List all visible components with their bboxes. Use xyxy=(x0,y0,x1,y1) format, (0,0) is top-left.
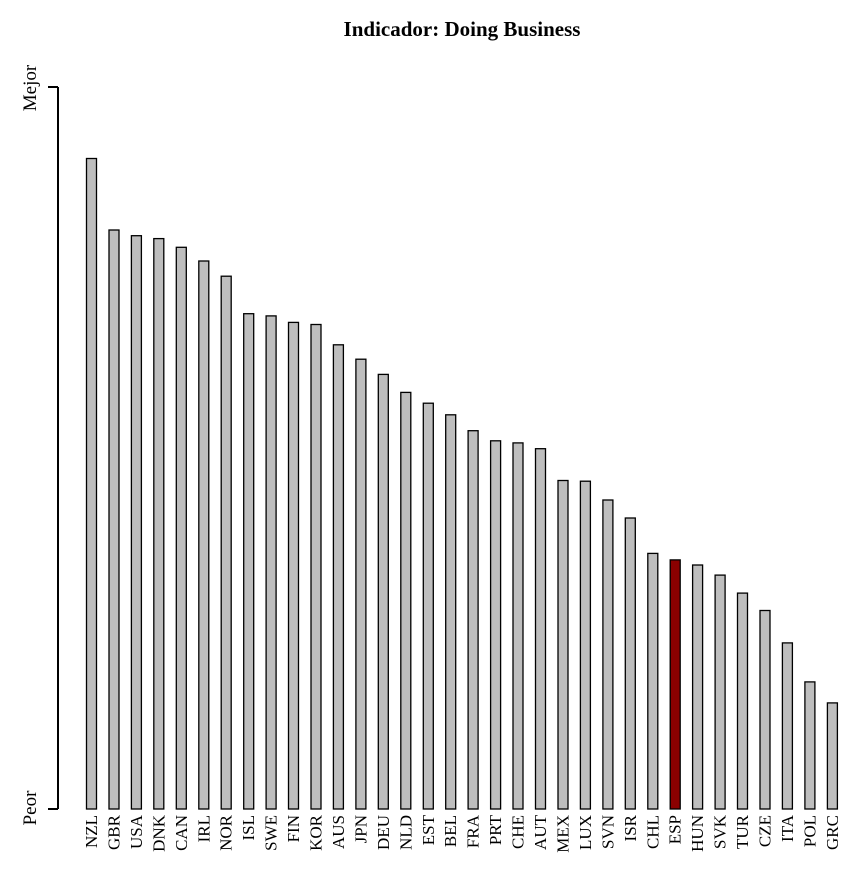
bar-usa xyxy=(130,235,143,810)
chart-title: Indicador: Doing Business xyxy=(344,17,581,41)
x-tick-label-cze: CZE xyxy=(756,815,775,847)
x-tick-label-fra: FRA xyxy=(464,814,483,848)
x-tick-label-lux: LUX xyxy=(576,815,595,850)
x-tick-label-bel: BEL xyxy=(441,815,460,847)
bar-prt xyxy=(489,440,502,810)
x-tick-label-che: CHE xyxy=(509,815,528,849)
bar-fra xyxy=(467,430,479,810)
x-tick-label-fin: FIN xyxy=(284,815,303,842)
bar-esp xyxy=(669,559,681,810)
bar-pol xyxy=(804,681,816,810)
x-tick-label-chl: CHL xyxy=(643,815,662,849)
bar-hun xyxy=(691,564,704,810)
x-tick-label-swe: SWE xyxy=(262,815,281,851)
x-tick-label-mex: MEX xyxy=(554,815,573,853)
bar-isl xyxy=(243,313,255,810)
x-tick-label-prt: PRT xyxy=(486,814,505,845)
x-tick-label-jpn: JPN xyxy=(351,815,370,843)
bar-kor xyxy=(310,323,322,810)
x-tick-label-usa: USA xyxy=(127,814,146,849)
x-tick-label-irl: IRL xyxy=(194,815,213,842)
x-tick-label-deu: DEU xyxy=(374,815,393,850)
bar-lux xyxy=(579,480,592,810)
bar-gbr xyxy=(108,229,120,810)
bars xyxy=(85,157,839,810)
bar-mex xyxy=(557,479,569,810)
bar-ita xyxy=(781,642,794,810)
bar-svn xyxy=(602,499,614,810)
x-tick-label-isr: ISR xyxy=(621,814,640,841)
x-tick-label-aut: AUT xyxy=(531,814,550,850)
bar-nor xyxy=(220,275,232,810)
bar-jpn xyxy=(355,358,367,810)
x-tick-label-kor: KOR xyxy=(307,814,326,851)
bar-bel xyxy=(445,414,457,810)
y-axis-bottom-label: Peor xyxy=(20,790,41,826)
bar-svk xyxy=(714,574,726,810)
bar-nzl xyxy=(85,157,98,810)
x-tick-label-aus: AUS xyxy=(329,815,348,849)
bar-chl xyxy=(647,552,659,810)
bar-che xyxy=(512,442,524,810)
bar-can xyxy=(175,246,187,810)
x-tick-label-est: EST xyxy=(419,814,438,845)
x-tick-labels: NZL GBR USA DNK CAN IRL NOR ISL SWE FIN KOR AUS JPN D… xyxy=(82,814,842,852)
x-tick-label-grc: GRC xyxy=(823,815,842,850)
x-tick-label-nor: NOR xyxy=(217,814,236,851)
bar-dnk xyxy=(153,237,165,810)
bar-est xyxy=(422,402,434,810)
bar-cze xyxy=(759,609,771,810)
x-tick-label-hun: HUN xyxy=(688,815,707,852)
x-tick-label-nzl: NZL xyxy=(82,815,101,848)
x-tick-label-ita: ITA xyxy=(778,814,797,842)
bar-deu xyxy=(377,373,389,810)
bar-fin xyxy=(287,321,300,810)
bar-tur xyxy=(736,592,749,810)
bar-aut xyxy=(534,448,547,810)
y-axis-top-label: Mejor xyxy=(20,64,41,111)
bar-nld xyxy=(400,391,412,810)
x-tick-label-isl: ISL xyxy=(239,815,258,841)
bar-grc xyxy=(826,702,839,810)
x-tick-label-dnk: DNK xyxy=(149,814,168,852)
bar-isr xyxy=(624,517,636,810)
x-tick-label-gbr: GBR xyxy=(105,814,124,850)
x-tick-label-esp: ESP xyxy=(666,815,685,844)
bar-swe xyxy=(265,315,277,810)
x-tick-label-svn: SVN xyxy=(598,815,617,849)
bar-irl xyxy=(198,260,210,810)
x-tick-label-pol: POL xyxy=(800,815,819,847)
x-tick-label-tur: TUR xyxy=(733,814,752,849)
x-tick-label-nld: NLD xyxy=(396,815,415,850)
x-tick-label-can: CAN xyxy=(172,815,191,851)
bar-aus xyxy=(332,344,345,810)
x-tick-label-svk: SVK xyxy=(711,814,730,849)
